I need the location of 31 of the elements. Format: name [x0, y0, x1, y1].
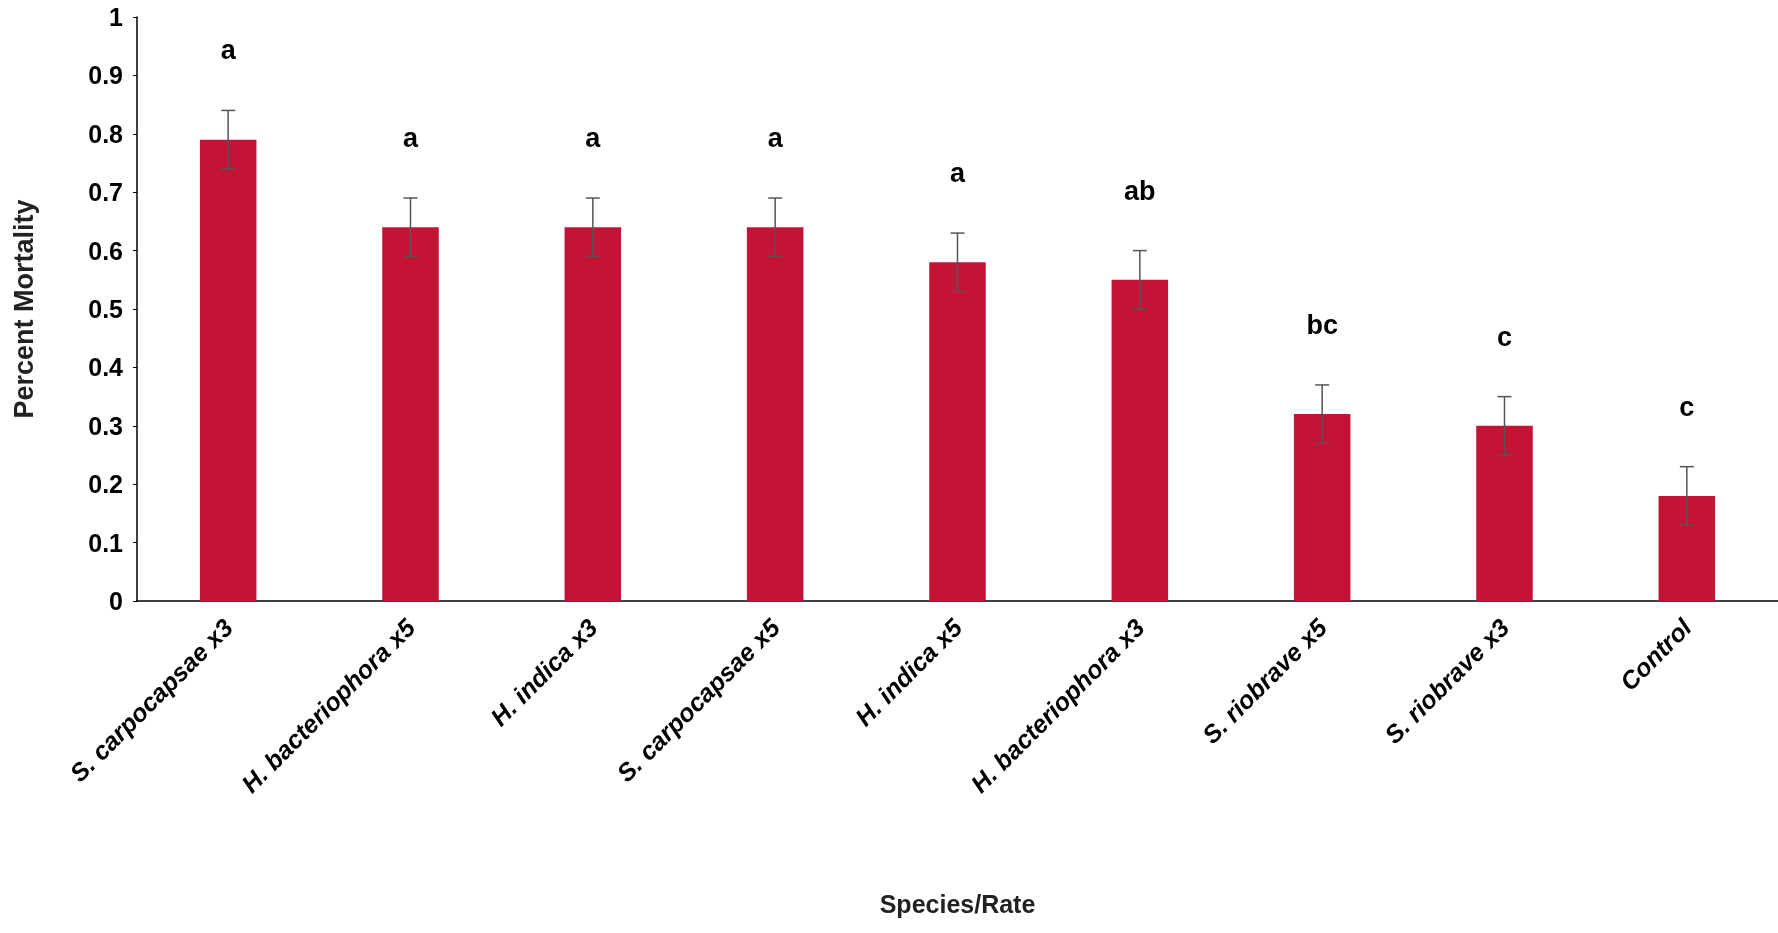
- y-tick-label: 0.9: [88, 61, 123, 90]
- y-tick-label: 0.5: [88, 295, 124, 323]
- bar: [1658, 495, 1716, 601]
- annotation: c: [1496, 321, 1513, 352]
- bar: [1476, 425, 1533, 601]
- bar: [564, 227, 622, 601]
- annotation: bc: [1306, 309, 1338, 340]
- y-axis-title: Percent Mortality: [8, 199, 39, 419]
- annotation: a: [949, 158, 966, 189]
- y-tick-label: 0.2: [88, 470, 123, 499]
- annotation: a: [585, 123, 602, 154]
- y-tick-label: 0.3: [88, 411, 123, 440]
- y-tick-label: 0.7: [88, 178, 123, 207]
- bar: [382, 227, 439, 601]
- y-tick-label: 1: [109, 3, 124, 31]
- y-tick-label: 0.8: [88, 119, 124, 148]
- bar: [1293, 414, 1351, 601]
- bar: [199, 139, 257, 601]
- annotation: c: [1679, 391, 1695, 422]
- y-tick-label: 0.6: [88, 236, 123, 265]
- y-tick-label: 0.1: [88, 528, 124, 557]
- x-axis-title: Species/Rate: [879, 889, 1036, 918]
- annotation: a: [402, 123, 419, 154]
- bar: [1111, 279, 1169, 601]
- bar: [929, 262, 986, 601]
- annotation: ab: [1124, 175, 1156, 206]
- y-tick-label: 0.4: [88, 353, 124, 382]
- annotation: a: [767, 123, 784, 154]
- annotation: a: [220, 35, 237, 66]
- y-tick-label: 0: [109, 587, 123, 615]
- bar: [746, 227, 804, 601]
